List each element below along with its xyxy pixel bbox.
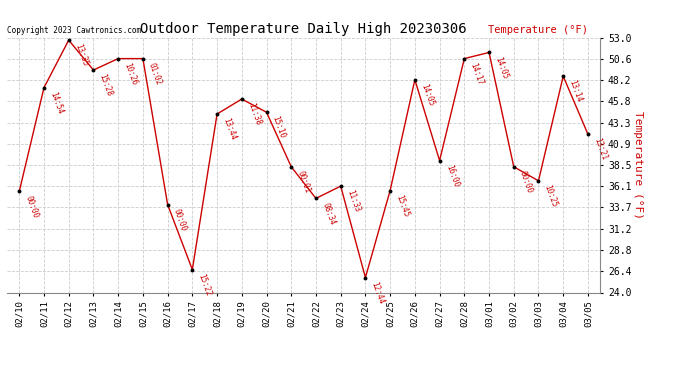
- Point: [434, 158, 445, 164]
- Point: [484, 50, 495, 55]
- Title: Outdoor Temperature Daily High 20230306: Outdoor Temperature Daily High 20230306: [140, 22, 467, 36]
- Point: [212, 111, 223, 117]
- Text: 11:38: 11:38: [246, 102, 262, 127]
- Text: 16:00: 16:00: [444, 164, 460, 188]
- Point: [63, 37, 75, 43]
- Point: [88, 67, 99, 73]
- Text: 14:05: 14:05: [493, 55, 510, 80]
- Point: [459, 56, 470, 62]
- Text: 15:45: 15:45: [394, 193, 411, 218]
- Text: 10:26: 10:26: [122, 62, 139, 86]
- Text: 01:02: 01:02: [147, 62, 164, 86]
- Point: [310, 195, 322, 201]
- Text: 00:00: 00:00: [518, 170, 534, 194]
- Text: 13:44: 13:44: [221, 117, 237, 142]
- Text: 15:28: 15:28: [97, 73, 114, 98]
- Point: [236, 96, 247, 102]
- Point: [39, 85, 50, 91]
- Point: [360, 274, 371, 280]
- Point: [533, 178, 544, 184]
- Point: [112, 56, 124, 62]
- Point: [409, 77, 420, 83]
- Text: 11:33: 11:33: [345, 189, 362, 214]
- Point: [137, 56, 148, 62]
- Y-axis label: Temperature (°F): Temperature (°F): [633, 111, 642, 219]
- Point: [162, 202, 173, 208]
- Point: [558, 73, 569, 79]
- Point: [384, 188, 395, 194]
- Point: [187, 267, 198, 273]
- Text: 00:01: 00:01: [295, 170, 312, 194]
- Text: Temperature (°F): Temperature (°F): [489, 25, 589, 35]
- Point: [286, 164, 297, 170]
- Point: [14, 188, 25, 194]
- Point: [509, 164, 520, 170]
- Text: 15:10: 15:10: [270, 115, 287, 140]
- Text: 13:35: 13:35: [73, 43, 89, 68]
- Text: 12:44: 12:44: [370, 280, 386, 305]
- Text: 15:22: 15:22: [197, 272, 213, 297]
- Text: 14:05: 14:05: [419, 82, 435, 107]
- Point: [582, 131, 593, 137]
- Text: 13:21: 13:21: [592, 137, 609, 162]
- Text: 08:34: 08:34: [320, 201, 337, 226]
- Text: 13:14: 13:14: [567, 79, 584, 104]
- Text: 10:25: 10:25: [542, 184, 559, 209]
- Text: 14:54: 14:54: [48, 90, 65, 115]
- Point: [335, 183, 346, 189]
- Point: [261, 109, 272, 115]
- Text: 14:17: 14:17: [469, 62, 485, 86]
- Text: 00:00: 00:00: [172, 207, 188, 232]
- Text: Copyright 2023 Cawtronics.com: Copyright 2023 Cawtronics.com: [7, 26, 141, 35]
- Text: 00:00: 00:00: [23, 194, 40, 219]
